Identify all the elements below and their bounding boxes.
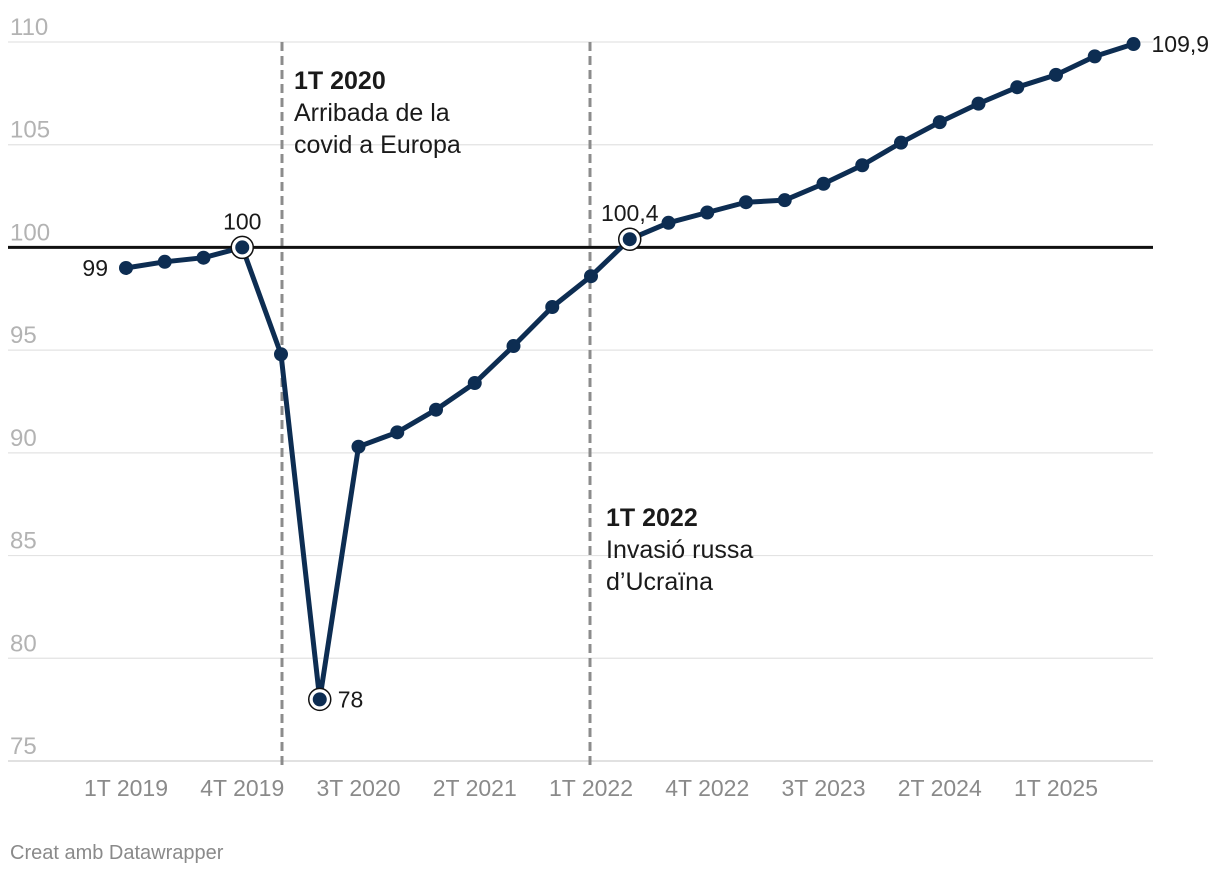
annotation-text: Arribada de la (294, 99, 450, 127)
credit-text: Creat amb Datawrapper (10, 842, 224, 864)
data-point (622, 232, 637, 247)
data-point (235, 240, 250, 255)
data-point (1126, 37, 1141, 52)
x-tick-label: 4T 2019 (200, 775, 284, 801)
line-chart: 75 80 85 90 95 100 105 110 99 100 78 100,4 109,9 1T… (8, 14, 1209, 801)
x-tick-label: 1T 2022 (549, 775, 633, 801)
data-point (157, 254, 172, 269)
data-point (545, 300, 560, 315)
data-point (119, 260, 133, 275)
x-tick-label: 4T 2022 (665, 775, 749, 801)
y-tick-label: 85 (10, 528, 37, 555)
data-point (739, 195, 753, 210)
y-tick-label: 90 (10, 425, 37, 452)
data-label: 100,4 (601, 200, 659, 226)
annotation-text: covid a Europa (294, 131, 461, 159)
annotation-text: d’Ucraïna (606, 568, 713, 596)
y-tick-label: 110 (10, 14, 48, 41)
data-point (855, 158, 870, 173)
data-point (777, 193, 792, 208)
data-point (584, 269, 598, 284)
data-label: 109,9 (1152, 31, 1210, 57)
data-point (932, 115, 947, 130)
data-point (390, 425, 405, 440)
annotation-text: Invasió russa (606, 536, 753, 564)
annotation-title: 1T 2022 (606, 504, 698, 532)
series (119, 37, 1141, 712)
x-tick-label: 3T 2023 (782, 775, 866, 801)
grid-lines (8, 41, 1153, 762)
y-tick-label: 95 (10, 322, 37, 349)
y-tick-label: 75 (10, 733, 37, 760)
x-tick-label: 1T 2025 (1014, 775, 1098, 801)
y-tick-label: 105 (10, 117, 50, 144)
data-point (274, 347, 288, 362)
data-point (971, 96, 986, 111)
data-label: 78 (338, 686, 364, 712)
data-point (700, 205, 715, 220)
data-label: 99 (82, 255, 108, 281)
y-axis: 75 80 85 90 95 100 105 110 (10, 14, 50, 760)
x-tick-label: 1T 2019 (84, 775, 168, 801)
x-tick-label: 3T 2020 (317, 775, 401, 801)
data-point (1087, 49, 1102, 64)
data-point (429, 402, 443, 417)
annotations: 1T 2020 Arribada de la covid a Europa 1T 20… (294, 67, 753, 596)
data-point (1049, 67, 1063, 82)
data-point (506, 339, 521, 354)
data-point (661, 215, 676, 230)
series-line (123, 41, 1136, 702)
x-tick-label: 2T 2021 (433, 775, 517, 801)
y-tick-label: 100 (10, 219, 50, 246)
data-point (894, 135, 908, 150)
data-point (816, 176, 831, 191)
data-point (312, 692, 327, 707)
data-point (1010, 80, 1025, 95)
data-labels: 99 100 78 100,4 109,9 (82, 31, 1209, 712)
data-label: 100 (223, 208, 261, 234)
annotation-lines (280, 42, 592, 767)
data-point (196, 250, 211, 265)
y-tick-label: 80 (10, 630, 37, 657)
x-axis: 1T 2019 4T 2019 3T 2020 2T 2021 1T 2022 4T 20… (84, 775, 1098, 801)
data-point (351, 439, 366, 454)
annotation-title: 1T 2020 (294, 67, 386, 95)
data-point (467, 376, 482, 391)
x-tick-label: 2T 2024 (898, 775, 982, 801)
